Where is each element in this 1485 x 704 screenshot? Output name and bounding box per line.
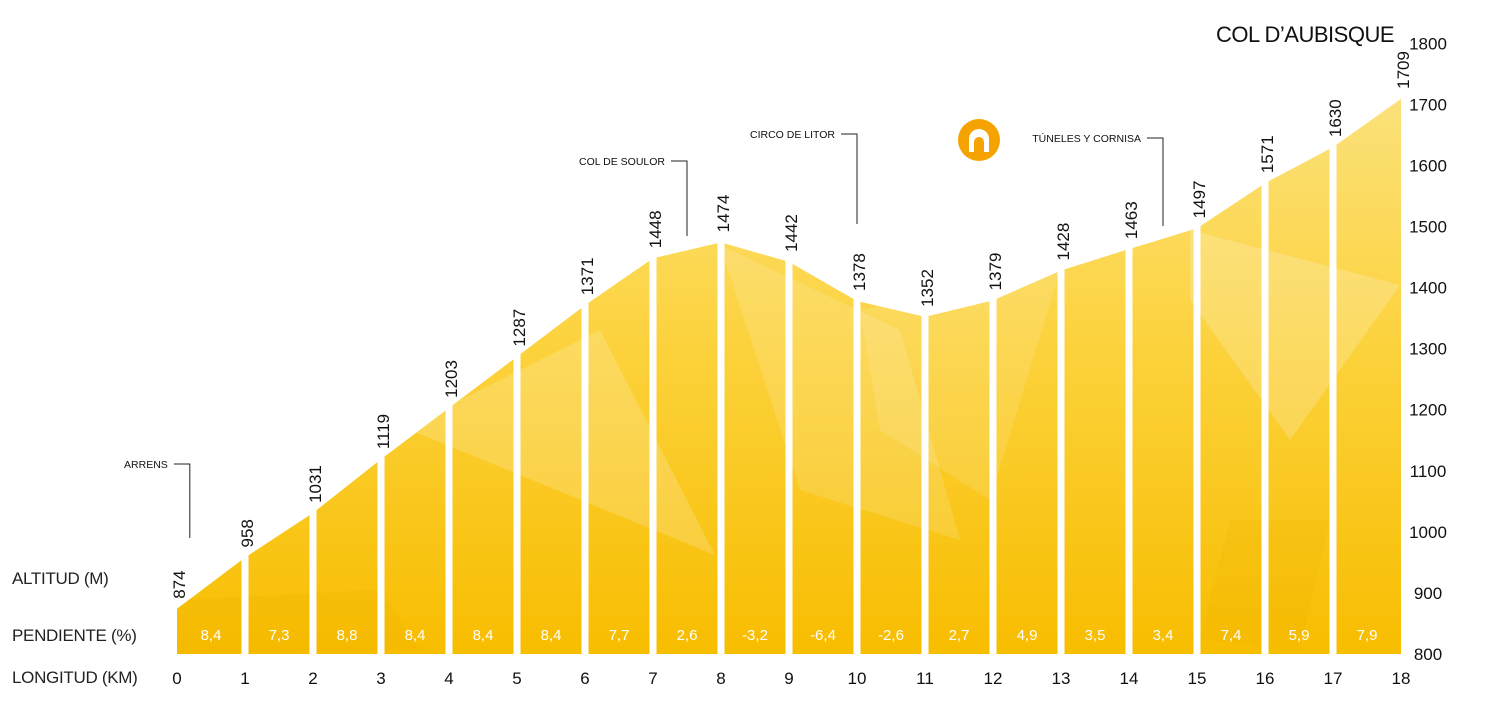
altitude-label: 1442	[782, 214, 801, 252]
km-tick-label: 8	[716, 669, 725, 688]
km-tick-label: 9	[784, 669, 793, 688]
gradient-label: 7,3	[269, 627, 290, 644]
altitude-label: 1378	[850, 253, 869, 291]
chart-title: COL D’AUBISQUE	[1216, 22, 1395, 47]
y-tick-label: 1300	[1409, 340, 1447, 359]
altitude-label: 1203	[442, 360, 461, 398]
gradient-label: 8,4	[473, 627, 494, 644]
y-tick-label: 1100	[1410, 462, 1447, 481]
area-facet	[410, 330, 715, 555]
length-row-label: LONGITUD (KM)	[12, 668, 138, 687]
altitude-label: 1428	[1054, 223, 1073, 261]
km-tick-label: 10	[848, 669, 867, 688]
altitude-label: 1352	[918, 269, 937, 307]
y-tick-label: 1600	[1409, 156, 1447, 175]
altitude-label: 1630	[1326, 99, 1345, 137]
gradient-label: 7,7	[609, 627, 630, 644]
altitude-label: 1031	[306, 465, 325, 503]
y-tick-label: 1500	[1409, 218, 1447, 237]
y-tick-label: 1700	[1409, 95, 1447, 114]
gradient-label: 3,4	[1153, 627, 1174, 644]
km-tick-label: 4	[444, 669, 453, 688]
altitude-label: 1119	[374, 414, 393, 449]
gradient-label: 8,4	[541, 627, 562, 644]
altitude-label: 1497	[1190, 181, 1209, 219]
km-tick-label: 18	[1392, 669, 1411, 688]
area-facet	[177, 590, 420, 654]
km-tick-label: 11	[916, 669, 934, 688]
gradient-label: 4,9	[1017, 627, 1038, 644]
km-tick-label: 13	[1052, 669, 1071, 688]
altitude-label: 1709	[1394, 51, 1413, 89]
km-tick-label: 12	[984, 669, 1003, 688]
gradient-label: -2,6	[878, 627, 904, 644]
km-tick-label: 1	[240, 669, 249, 688]
km-tick-label: 16	[1256, 669, 1275, 688]
km-tick-label: 14	[1120, 669, 1139, 688]
altitude-label: 1379	[986, 253, 1005, 291]
place-label: TÚNELES Y CORNISA	[1032, 132, 1141, 145]
km-tick-label: 5	[512, 669, 521, 688]
place-leader-line	[173, 463, 191, 538]
tunnel-icon	[958, 119, 1000, 161]
altitude-label: 1287	[510, 309, 529, 347]
place-leader-line	[841, 133, 858, 224]
area-facet	[720, 245, 960, 540]
km-tick-label: 3	[376, 669, 385, 688]
altitude-label: 1571	[1258, 135, 1277, 173]
y-tick-label: 900	[1414, 584, 1442, 603]
place-leader-line	[671, 160, 688, 236]
km-tick-label: 2	[308, 669, 317, 688]
km-tick-label: 7	[648, 669, 657, 688]
tunnel-icon-opening	[974, 137, 984, 152]
km-tick-label: 15	[1188, 669, 1207, 688]
gradient-label: 8,8	[337, 627, 358, 644]
gradient-label: 2,6	[677, 627, 698, 644]
place-label: COL DE SOULOR	[579, 156, 665, 168]
gradient-label: 7,4	[1221, 627, 1242, 644]
gradient-label: 7,9	[1357, 627, 1378, 644]
y-tick-label: 1200	[1409, 401, 1447, 420]
altitude-label: 874	[170, 570, 189, 598]
altitude-row-label: ALTITUD (M)	[12, 569, 109, 588]
place-leader-line	[1147, 137, 1164, 226]
gradient-label: 3,5	[1085, 627, 1106, 644]
y-tick-label: 800	[1414, 645, 1442, 664]
altitude-label: 958	[238, 519, 257, 547]
altitude-label: 1474	[714, 195, 733, 233]
area-facet	[1190, 230, 1400, 440]
y-tick-label: 1400	[1409, 279, 1447, 298]
km-tick-label: 0	[172, 669, 181, 688]
km-tick-label: 6	[580, 669, 589, 688]
gradient-label: -3,2	[742, 627, 768, 644]
gradient-row-label: PENDIENTE (%)	[12, 626, 137, 645]
y-tick-label: 1000	[1409, 523, 1447, 542]
gradient-label: 8,4	[405, 627, 426, 644]
place-label: CIRCO DE LITOR	[750, 129, 835, 141]
gradient-label: 5,9	[1289, 627, 1310, 644]
altitude-label: 1448	[646, 210, 665, 248]
gradient-label: 2,7	[949, 627, 970, 644]
y-tick-label: 1800	[1409, 34, 1447, 53]
altitude-label: 1371	[578, 257, 597, 295]
place-label: ARRENS	[124, 459, 168, 471]
gradient-label: 8,4	[201, 627, 222, 644]
altitude-label: 1463	[1122, 201, 1141, 239]
area-facet	[860, 270, 1060, 500]
km-tick-label: 17	[1324, 669, 1343, 688]
gradient-label: -6,4	[810, 627, 836, 644]
